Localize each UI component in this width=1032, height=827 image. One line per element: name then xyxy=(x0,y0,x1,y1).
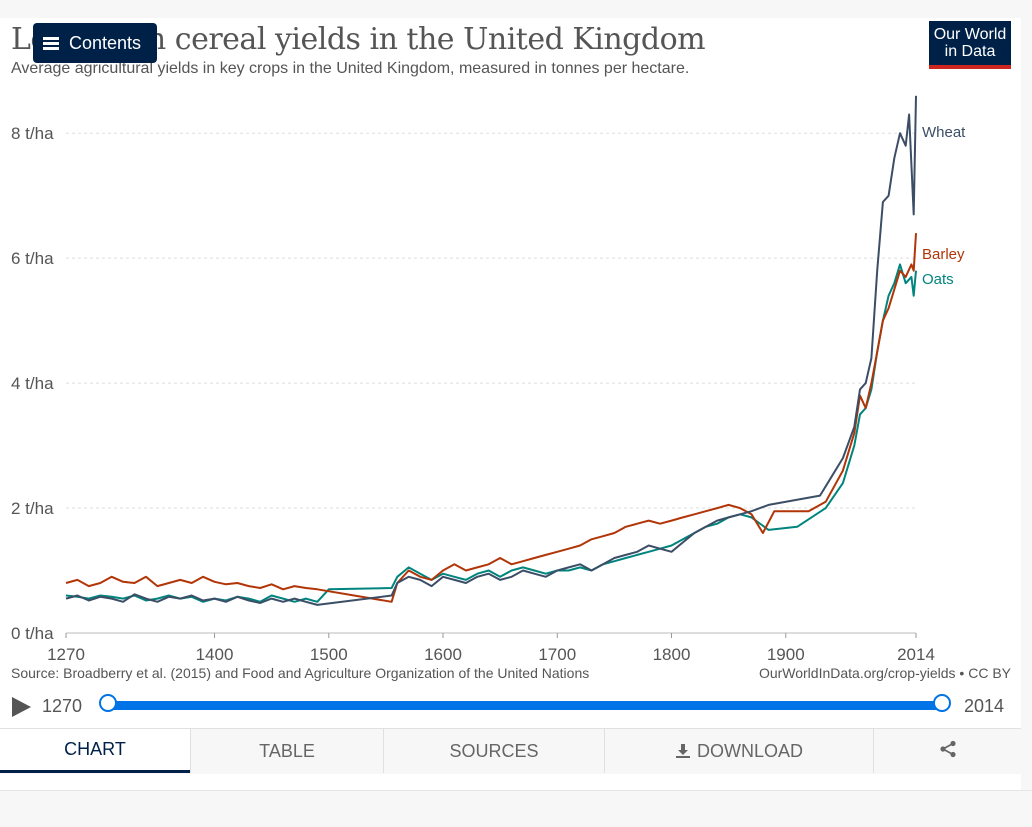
timeline-end-label: 2014 xyxy=(964,696,1005,716)
tab-download-label: DOWNLOAD xyxy=(696,740,803,761)
axes: 0 t/ha 2 t/ha 4 t/ha 6 t/ha 8 t/ha 1270 1400 15… xyxy=(11,124,935,664)
license-link[interactable]: OurWorldInData.org/crop-yields • CC BY xyxy=(758,665,1011,681)
x-tick-label: 1900 xyxy=(767,645,805,664)
tab-table[interactable]: TABLE xyxy=(190,729,383,773)
series-line-wheat xyxy=(65,95,917,606)
tab-chart[interactable]: CHART xyxy=(0,729,190,773)
logo-line-2: in Data xyxy=(944,43,996,60)
page-footer-strip xyxy=(0,790,1032,827)
series-lines xyxy=(65,95,917,606)
x-tick-label: 1500 xyxy=(310,645,348,664)
share-icon xyxy=(939,740,957,763)
y-tick-label: 6 t/ha xyxy=(11,249,54,268)
series-label-barley: Barley xyxy=(922,246,965,263)
series-line-oats xyxy=(65,263,917,603)
series-labels: Oats Barley Wheat xyxy=(922,124,966,288)
series-line-barley xyxy=(65,233,917,603)
owid-logo[interactable]: Our World in Data xyxy=(929,21,1011,69)
chart-subtitle: Average agricultural yields in key crops… xyxy=(11,60,690,77)
tab-share[interactable] xyxy=(873,729,1021,773)
series-label-oats: Oats xyxy=(922,271,954,288)
timeline-end-handle[interactable] xyxy=(933,694,951,712)
x-tick-label: 1600 xyxy=(424,645,462,664)
y-tick-label: 0 t/ha xyxy=(11,624,54,643)
y-tick-label: 4 t/ha xyxy=(11,374,54,393)
tab-sources[interactable]: SOURCES xyxy=(383,729,604,773)
timeline-start-label: 1270 xyxy=(42,696,83,716)
tab-download[interactable]: DOWNLOAD xyxy=(604,729,873,773)
play-icon[interactable] xyxy=(12,697,31,717)
x-tick-label: 1400 xyxy=(196,645,234,664)
contents-button[interactable]: Contents xyxy=(33,23,157,63)
timeline-start-handle[interactable] xyxy=(99,694,117,712)
contents-label: Contents xyxy=(69,32,142,53)
source-note[interactable]: Source: Broadberry et al. (2015) and Foo… xyxy=(11,665,590,681)
tab-bar: CHART TABLE SOURCES DOWNLOAD xyxy=(0,728,1021,774)
x-tick-label: 1270 xyxy=(47,645,85,664)
chart-card xyxy=(0,18,1021,790)
timeline-slider[interactable] xyxy=(108,701,942,710)
download-icon xyxy=(675,743,691,759)
menu-icon xyxy=(43,37,59,50)
logo-line-1: Our World xyxy=(933,26,1007,43)
y-tick-label: 8 t/ha xyxy=(11,124,54,143)
x-tick-label: 1800 xyxy=(653,645,691,664)
x-tick-label: 1700 xyxy=(538,645,576,664)
gridlines xyxy=(66,132,916,509)
y-tick-label: 2 t/ha xyxy=(11,499,54,518)
x-tick-label: 2014 xyxy=(897,645,935,664)
series-label-wheat: Wheat xyxy=(922,124,966,141)
